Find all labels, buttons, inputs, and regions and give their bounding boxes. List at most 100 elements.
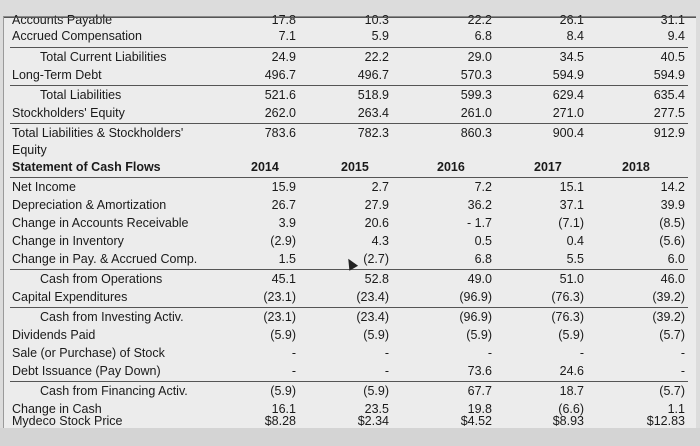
cell-2015: - (384, 364, 389, 378)
year-header-2018: 2018 (622, 160, 650, 174)
cell-2018: (39.2) (652, 290, 685, 304)
cell-2018: 9.4 (667, 29, 685, 43)
cell-2015: (5.9) (363, 384, 389, 398)
cell-2018: 46.0 (660, 272, 685, 286)
cell-2017: 34.5 (559, 50, 584, 64)
row-label: Mydeco Stock Price (12, 414, 123, 428)
cell-2014: 783.6 (264, 126, 296, 140)
cell-2016: 22.2 (467, 13, 492, 27)
divider (10, 85, 688, 86)
cell-2017: (76.3) (551, 310, 584, 324)
cell-2018: 277.5 (653, 106, 685, 120)
row-label: Cash from Operations (40, 272, 163, 286)
cell-2015: 20.6 (364, 216, 389, 230)
cell-2014: 262.0 (264, 106, 296, 120)
cell-2018: (39.2) (652, 310, 685, 324)
cell-2017: (5.9) (558, 328, 584, 342)
cell-2018: 39.9 (660, 198, 685, 212)
cell-2014: 521.6 (264, 88, 296, 102)
divider (10, 307, 688, 308)
table-row-change-inventory: Change in Inventory (2.9) 4.3 0.5 0.4 (5… (4, 232, 696, 250)
cell-2016: 67.7 (467, 384, 492, 398)
row-label: Stockholders' Equity (12, 106, 125, 120)
table-row-stockholders-equity: Stockholders' Equity 262.0 263.4 261.0 2… (4, 104, 696, 122)
cell-2014: - (291, 364, 296, 378)
row-label: Total Current Liabilities (40, 50, 167, 64)
cell-2017: 900.4 (552, 126, 584, 140)
cell-2016: 0.5 (474, 234, 492, 248)
cell-2017: 15.1 (559, 180, 584, 194)
cell-2015: 10.3 (364, 13, 389, 27)
cell-2018: 635.4 (653, 88, 685, 102)
table-row-depreciation: Depreciation & Amortization 26.7 27.9 36… (4, 196, 696, 214)
divider (4, 17, 696, 18)
cell-2016: 570.3 (460, 68, 492, 82)
cell-2018: 31.1 (660, 13, 685, 27)
cell-2015: - (384, 346, 389, 360)
cell-2015: 22.2 (364, 50, 389, 64)
row-label: Capital Expenditures (12, 290, 128, 304)
cell-2018: 1.1 (667, 402, 685, 416)
cell-2016: 49.0 (467, 272, 492, 286)
cash-flow-header-row: Statement of Cash Flows 2014 2015 2016 2… (4, 158, 696, 176)
cell-2016: - 1.7 (466, 216, 492, 230)
cell-2017: 37.1 (559, 198, 584, 212)
row-label: Accrued Compensation (12, 29, 142, 43)
cell-2014: 1.5 (278, 252, 296, 266)
table-row-change-payables: Change in Pay. & Accrued Comp. 1.5 (2.7)… (4, 250, 696, 268)
cell-2017: $8.93 (552, 414, 584, 428)
cell-2017: 0.4 (566, 234, 584, 248)
cell-2018: 594.9 (653, 68, 685, 82)
cell-2017: 271.0 (552, 106, 584, 120)
row-label: Accounts Payable (12, 13, 113, 27)
cell-2017: (6.6) (558, 402, 584, 416)
table-row-accrued-compensation: Accrued Compensation 7.1 5.9 6.8 8.4 9.4 (4, 27, 696, 45)
cell-2014: 496.7 (264, 68, 296, 82)
table-row-total-liabilities: Total Liabilities 521.6 518.9 599.3 629.… (4, 86, 696, 104)
cell-2017: 5.5 (566, 252, 584, 266)
cell-2018: (5.7) (659, 328, 685, 342)
cell-2017: 629.4 (552, 88, 584, 102)
cell-2014: 15.9 (271, 180, 296, 194)
cell-2016: (5.9) (466, 328, 492, 342)
row-label: Sale (or Purchase) of Stock (12, 346, 165, 360)
cell-2018: - (680, 346, 685, 360)
table-row-dividends-paid: Dividends Paid (5.9) (5.9) (5.9) (5.9) (… (4, 326, 696, 344)
cell-2017: 51.0 (559, 272, 584, 286)
table-row-long-term-debt: Long-Term Debt 496.7 496.7 570.3 594.9 5… (4, 66, 696, 84)
cell-2014: 7.1 (278, 29, 296, 43)
row-label: Change in Inventory (12, 234, 124, 248)
cell-2015: 4.3 (371, 234, 389, 248)
cell-2017: (7.1) (558, 216, 584, 230)
cell-2018: (8.5) (659, 216, 685, 230)
divider (10, 123, 688, 124)
cell-2016: 7.2 (474, 180, 492, 194)
row-label: Cash from Financing Activ. (40, 384, 188, 398)
cell-2015: 263.4 (357, 106, 389, 120)
cell-2018: 912.9 (653, 126, 685, 140)
cell-2017: - (579, 346, 584, 360)
cell-2016: 19.8 (467, 402, 492, 416)
cell-2014: 16.1 (271, 402, 296, 416)
table-row-debt-issuance: Debt Issuance (Pay Down) - - 73.6 24.6 - (4, 362, 696, 380)
table-row-label-continuation: Equity (4, 141, 696, 159)
cell-2014: - (291, 346, 296, 360)
cell-2014: 26.7 (271, 198, 296, 212)
cell-2016: 6.8 (474, 252, 492, 266)
cell-2017: 24.6 (559, 364, 584, 378)
cell-2015: 23.5 (364, 402, 389, 416)
cell-2016: (96.9) (459, 290, 492, 304)
year-header-2017: 2017 (534, 160, 562, 174)
cell-2017: 18.7 (559, 384, 584, 398)
cell-2017: (76.3) (551, 290, 584, 304)
cell-2018: (5.6) (659, 234, 685, 248)
cell-2016: $4.52 (460, 414, 492, 428)
cell-2018: 6.0 (667, 252, 685, 266)
table-row-sale-purchase-stock: Sale (or Purchase) of Stock - - - - - (4, 344, 696, 362)
cell-2016: 6.8 (474, 29, 492, 43)
row-label: Depreciation & Amortization (12, 198, 167, 212)
cell-2014: 17.8 (271, 13, 296, 27)
page-bottom-margin (0, 428, 700, 446)
year-header-2014: 2014 (251, 160, 279, 174)
cell-2016: 860.3 (460, 126, 492, 140)
